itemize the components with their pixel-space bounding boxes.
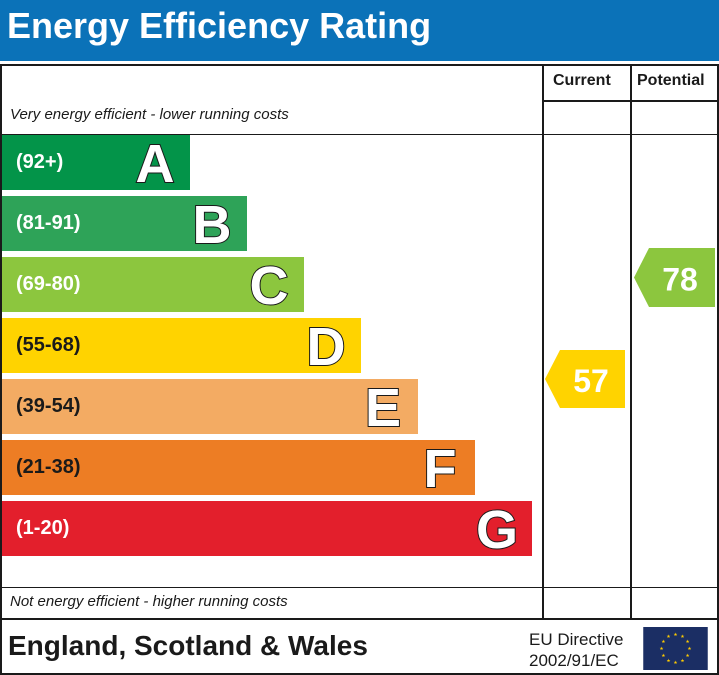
svg-text:G: G [476, 501, 518, 557]
svg-text:A: A [136, 135, 175, 191]
svg-text:D: D [307, 318, 346, 374]
svg-text:78: 78 [662, 262, 698, 298]
svg-text:C: C [250, 257, 289, 313]
svg-text:B: B [193, 196, 232, 252]
svg-text:57: 57 [573, 363, 609, 399]
svg-text:E: E [365, 379, 401, 435]
svg-text:F: F [424, 440, 457, 496]
